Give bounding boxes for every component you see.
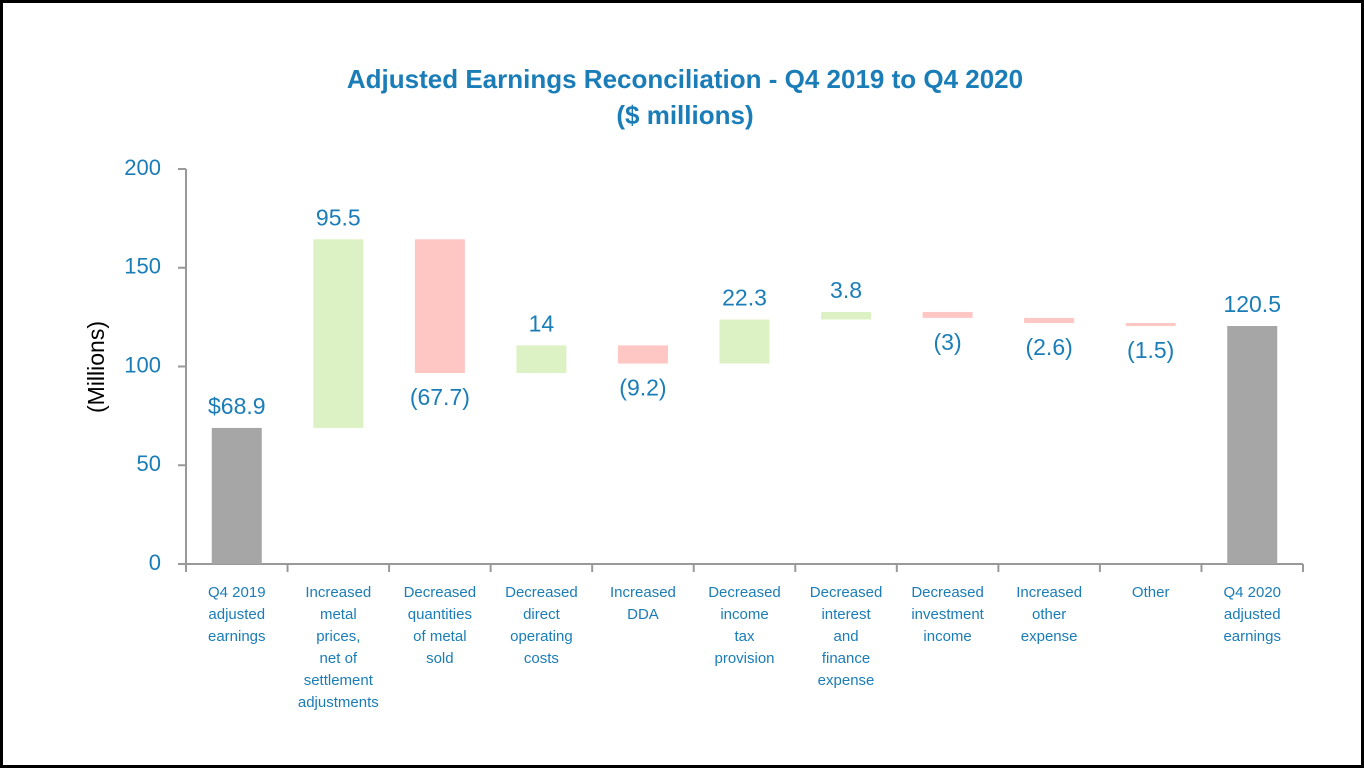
- y-tick-label: 50: [137, 451, 161, 476]
- bar-total: [211, 427, 262, 564]
- category-label-line: provision: [714, 650, 774, 667]
- category-label-line: and: [834, 628, 859, 645]
- bar-increase: [516, 345, 567, 374]
- data-label: (1.5): [1127, 337, 1174, 363]
- data-label: 14: [529, 310, 555, 336]
- category-label: Decreased quantities of metal sold: [404, 584, 477, 667]
- data-label: (2.6): [1025, 334, 1072, 360]
- data-label: 22.3: [722, 284, 767, 310]
- data-label: 120.5: [1223, 291, 1281, 317]
- category-label-line: prices,: [316, 628, 360, 645]
- bar-decrease: [617, 345, 668, 364]
- category-label-line: quantities: [408, 606, 472, 623]
- y-axis-label: (Millions): [83, 321, 109, 413]
- category-label-line: net of: [320, 650, 358, 667]
- category-label-line: settlement: [304, 672, 374, 689]
- category-label-line: of metal: [413, 628, 466, 645]
- category-label-line: Decreased: [404, 584, 477, 601]
- category-label-line: expense: [1021, 628, 1078, 645]
- y-tick-label: 200: [124, 155, 161, 180]
- category-label-line: DDA: [627, 606, 659, 623]
- category-label: Q4 2019 adjusted earnings: [208, 584, 266, 645]
- category-label-line: metal: [320, 606, 357, 623]
- category-label-line: adjusted: [208, 606, 265, 623]
- data-label: (67.7): [410, 384, 470, 410]
- category-label-line: Decreased: [810, 584, 883, 601]
- bar-increase: [719, 319, 770, 364]
- category-label-line: interest: [821, 606, 871, 623]
- category-label-line: Increased: [610, 584, 676, 601]
- data-label: (3): [934, 329, 962, 355]
- category-label-line: earnings: [208, 628, 266, 645]
- category-label-line: finance: [822, 650, 870, 667]
- category-label-line: Other: [1132, 584, 1170, 601]
- data-label: 95.5: [316, 204, 361, 230]
- bar-increase: [821, 311, 872, 320]
- chart-title-line-1: Adjusted Earnings Reconciliation - Q4 20…: [346, 64, 1024, 94]
- category-label: Increased other expense: [1016, 584, 1082, 645]
- category-label-line: expense: [818, 672, 875, 689]
- category-label-line: other: [1032, 606, 1066, 623]
- bar-decrease: [1125, 323, 1176, 327]
- bar-decrease: [414, 239, 465, 374]
- category-label-line: Increased: [305, 584, 371, 601]
- chart-title-line-2: ($ millions): [616, 100, 754, 130]
- category-label-line: investment: [911, 606, 984, 623]
- category-label: Decreased direct operating costs: [505, 584, 578, 667]
- category-label: Decreased interest and finance expense: [810, 584, 883, 689]
- category-label-line: operating: [510, 628, 573, 645]
- category-label: Decreased investment income: [911, 584, 984, 645]
- category-label: Increased DDA: [610, 584, 676, 623]
- y-tick-label: 100: [124, 352, 161, 377]
- category-label-line: adjusted: [1224, 606, 1281, 623]
- category-label: Decreased income tax provision: [708, 584, 781, 667]
- category-label: Other: [1132, 584, 1170, 601]
- category-label-line: Increased: [1016, 584, 1082, 601]
- bar-decrease: [1024, 317, 1075, 324]
- data-label: $68.9: [208, 393, 266, 419]
- bar-increase: [313, 239, 364, 428]
- category-label-line: Q4 2019: [208, 584, 266, 601]
- category-label-line: earnings: [1223, 628, 1281, 645]
- chart-title: Adjusted Earnings Reconciliation - Q4 20…: [3, 61, 1364, 133]
- data-label: (9.2): [619, 375, 666, 401]
- category-label-line: tax: [734, 628, 755, 645]
- category-label-line: sold: [426, 650, 454, 667]
- category-label-line: Decreased: [708, 584, 781, 601]
- waterfall-chart: (Millions) 0 50 100 150 200 $68.9 95.5 (67.7) 14…: [83, 155, 1304, 711]
- category-label-line: adjustments: [298, 694, 379, 711]
- data-label: 3.8: [830, 277, 862, 303]
- y-tick-label: 0: [149, 550, 161, 575]
- category-label: Increased metal prices, net of settlement adj…: [298, 584, 379, 711]
- category-label-line: income: [923, 628, 971, 645]
- bar-total: [1227, 326, 1278, 564]
- category-label-line: Decreased: [911, 584, 984, 601]
- category-label-line: direct: [523, 606, 561, 623]
- category-label: Q4 2020 adjusted earnings: [1223, 584, 1281, 645]
- plot-area: 0 50 100 150 200 $68.9 95.5 (67.7) 14 (9.2) 22.3 3.…: [124, 155, 1304, 711]
- category-label-line: costs: [524, 650, 559, 667]
- category-label-line: Q4 2020: [1223, 584, 1281, 601]
- y-tick-label: 150: [124, 254, 161, 279]
- bar-decrease: [922, 311, 973, 318]
- category-label-line: income: [720, 606, 768, 623]
- category-label-line: Decreased: [505, 584, 578, 601]
